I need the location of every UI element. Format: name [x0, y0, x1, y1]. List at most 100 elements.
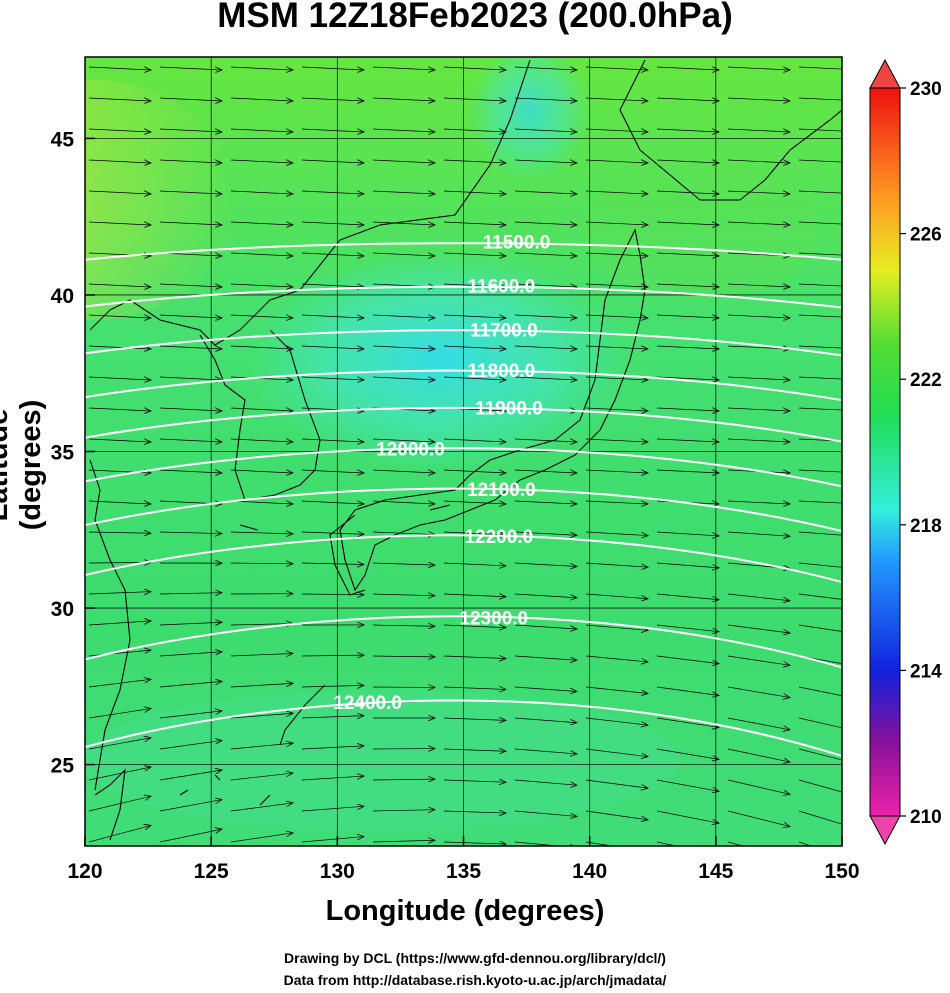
x-tick-label: 120: [67, 860, 102, 883]
wind-arrow: [514, 841, 577, 846]
wind-arrow: [798, 717, 842, 729]
contour-label: 12100.0: [467, 480, 536, 501]
wind-arrow: [230, 833, 293, 843]
wind-arrow: [88, 709, 151, 719]
wind-arrow: [727, 376, 790, 380]
wind-arrow: [727, 66, 790, 70]
wind-arrow: [514, 97, 577, 101]
wind-arrow: [727, 841, 745, 846]
wind-arrow: [798, 66, 842, 70]
wind-arrow: [656, 221, 719, 225]
wind-arrow: [88, 376, 151, 380]
wind-arrow: [301, 66, 364, 70]
wind-arrow: [514, 686, 577, 691]
wind-arrow: [301, 190, 364, 194]
wind-arrow: [159, 438, 222, 442]
wind-arrow: [301, 159, 364, 163]
wind-arrow: [230, 66, 293, 70]
wind-arrow: [372, 779, 435, 780]
wind-arrow: [727, 810, 790, 827]
contour-label: 11700.0: [470, 320, 538, 341]
wind-arrow: [656, 655, 719, 664]
wind-arrow: [656, 376, 719, 380]
wind-arrow: [798, 345, 842, 349]
wind-arrow: [727, 500, 790, 504]
wind-arrow: [798, 221, 842, 225]
wind-arrow: [159, 376, 222, 380]
wind-arrow: [372, 438, 435, 442]
wind-arrow: [514, 500, 577, 504]
wind-arrow: [798, 779, 842, 793]
wind-arrow: [230, 221, 293, 225]
wind-arrow: [159, 221, 222, 225]
credit-drawing: Drawing by DCL (https://www.gfd-dennou.o…: [284, 950, 666, 966]
wind-arrow: [514, 562, 577, 566]
wind-arrow: [585, 438, 648, 442]
wind-arrow: [656, 686, 719, 696]
wind-arrow: [443, 159, 506, 163]
wind-arrow: [514, 190, 577, 194]
wind-arrow: [798, 252, 842, 256]
wind-arrow: [585, 221, 648, 225]
contour-label: 12200.0: [464, 527, 533, 548]
wind-arrow: [372, 840, 435, 842]
wind-arrow: [230, 743, 293, 750]
wind-arrow: [159, 622, 222, 625]
wind-arrow: [443, 842, 506, 844]
wind-arrow: [159, 407, 222, 411]
x-tick-label: 150: [824, 860, 859, 883]
wind-arrow: [301, 563, 364, 564]
wind-arrow: [443, 563, 506, 566]
colorbar-tick-label: 210: [910, 807, 942, 828]
contour-label: 12300.0: [459, 608, 528, 629]
wind-arrow: [514, 283, 577, 287]
wind-arrow: [301, 685, 364, 687]
wind-arrow: [585, 531, 648, 536]
wind-arrow: [372, 500, 435, 504]
wind-arrow: [301, 594, 364, 595]
contour-label: 11500.0: [483, 233, 551, 254]
wind-arrow: [656, 841, 678, 846]
wind-arrow: [727, 624, 790, 633]
wind-arrow: [230, 624, 293, 625]
wind-arrow: [443, 656, 506, 659]
wind-arrow: [88, 407, 151, 411]
wind-arrow: [514, 593, 577, 598]
wind-arrow: [585, 686, 648, 693]
wind-arrow: [656, 593, 719, 600]
wind-arrow: [88, 66, 151, 70]
wind-arrow: [514, 810, 577, 816]
colorbar-min-arrow: [869, 815, 901, 846]
wind-arrow: [159, 740, 222, 750]
y-axis: 25 30 35 40 45: [51, 128, 95, 778]
wind-arrow: [443, 687, 506, 689]
wind-arrow: [230, 683, 293, 688]
wind-arrow: [443, 718, 506, 720]
wind-arrow: [372, 97, 435, 101]
wind-arrow: [656, 438, 719, 442]
wind-arrow: [656, 779, 719, 791]
contour-line: [85, 447, 842, 488]
wind-arrow: [301, 438, 364, 442]
wind-arrow: [372, 314, 435, 318]
x-tick-label: 135: [446, 860, 481, 883]
wind-arrow: [88, 97, 151, 101]
wind-arrow: [301, 128, 364, 132]
wind-arrow: [585, 66, 648, 70]
wind-arrow: [585, 500, 648, 504]
wind-arrow: [727, 748, 790, 762]
wind-arrow: [372, 594, 435, 596]
chart-title: MSM 12Z18Feb2023 (200.0hPa): [217, 0, 733, 35]
wind-arrow: [585, 810, 648, 820]
wind-arrow: [301, 345, 364, 349]
x-tick-label: 130: [320, 860, 355, 883]
colorbar-tick-label: 222: [910, 370, 942, 391]
wind-arrow: [656, 66, 719, 70]
wind-arrow: [798, 748, 842, 761]
wind-arrow: [88, 796, 151, 812]
contour-label: 11600.0: [468, 277, 536, 298]
wind-arrow: [372, 252, 435, 256]
colorbar-max-arrow: [869, 58, 901, 89]
wind-arrow: [159, 159, 222, 163]
x-tick-label: 140: [572, 860, 607, 883]
